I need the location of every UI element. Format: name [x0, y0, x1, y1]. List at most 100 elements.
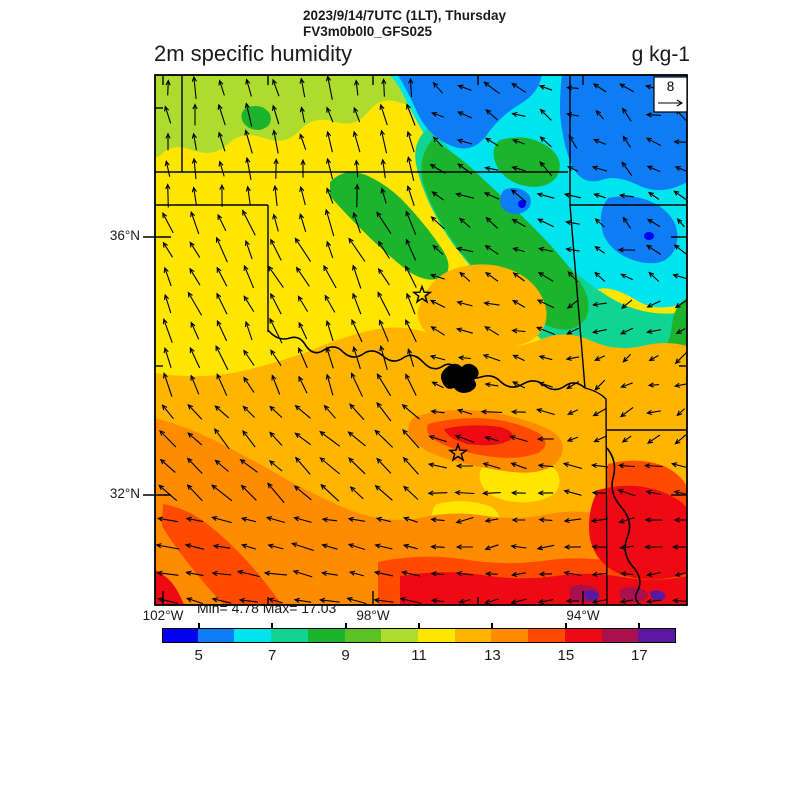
- wind-arrow: [619, 327, 634, 335]
- wind-arrow: [353, 106, 361, 123]
- wind-reference-box: 8: [653, 76, 688, 113]
- wind-arrow: [215, 344, 229, 371]
- wind-arrow: [403, 485, 419, 500]
- wind-arrow: [456, 380, 473, 390]
- wind-arrow: [211, 516, 232, 524]
- wind-arrow: [455, 570, 473, 577]
- wind-arrow: [484, 271, 499, 282]
- wind-arrow: [236, 569, 260, 578]
- wind-arrow: [323, 264, 337, 289]
- wind-arrow: [319, 597, 340, 603]
- wind-arrow: [161, 404, 174, 420]
- colorbar-segment: [528, 628, 566, 643]
- wind-arrow: [620, 382, 633, 389]
- wind-arrow: [217, 213, 227, 232]
- wind-arrow: [240, 516, 257, 523]
- wind-arrow: [483, 300, 500, 307]
- wind-arrow: [563, 517, 582, 524]
- wind-arrow: [454, 434, 475, 443]
- state-border: [569, 204, 586, 389]
- wind-arrow: [430, 598, 444, 604]
- wind-arrow: [399, 597, 422, 604]
- wind-arrow: [298, 321, 308, 340]
- wind-arrow: [184, 543, 205, 550]
- wind-arrow: [320, 483, 340, 502]
- wind-arrow: [321, 517, 338, 523]
- wind-arrow: [240, 484, 257, 501]
- wind-arrow: [645, 328, 661, 335]
- wind-arrow: [215, 236, 228, 263]
- wind-arrow: [483, 81, 501, 95]
- wind-arrow: [591, 571, 608, 577]
- wind-arrow: [457, 355, 471, 361]
- wind-arrow: [621, 161, 633, 177]
- wind-arrow: [325, 75, 333, 100]
- wind-arrow: [298, 375, 308, 394]
- wind-arrow: [673, 489, 687, 496]
- wind-arrow: [159, 458, 176, 473]
- field-blob: [417, 264, 547, 350]
- wind-arrow: [510, 543, 527, 550]
- wind-arrow: [380, 158, 386, 179]
- colorbar-segment: [491, 628, 530, 643]
- field-blob: [493, 137, 560, 187]
- wind-arrow: [400, 570, 420, 577]
- wind-arrow: [294, 237, 312, 262]
- wind-arrow: [165, 132, 171, 151]
- wind-arrow: [428, 435, 447, 443]
- wind-arrow: [240, 543, 256, 550]
- wind-arrow: [191, 75, 197, 100]
- wind-arrow: [618, 193, 634, 199]
- wind-arrow: [539, 160, 553, 177]
- colorbar-tick-label: 5: [194, 647, 203, 664]
- colorbar-tick-label: 7: [267, 647, 277, 664]
- field-blob: [518, 200, 526, 208]
- wind-arrow: [347, 457, 366, 475]
- wind-arrow: [674, 433, 687, 445]
- wind-arrow: [646, 244, 662, 256]
- wind-arrow: [159, 429, 177, 448]
- wind-arrow: [405, 318, 417, 343]
- wind-arrow: [674, 166, 687, 172]
- wind-arrow: [429, 299, 446, 308]
- wind-arrow: [324, 294, 336, 313]
- wind-arrow: [567, 271, 579, 283]
- wind-arrow: [565, 247, 580, 253]
- wind-arrow: [352, 264, 362, 289]
- wind-arrow: [674, 571, 687, 577]
- wind-arrow: [618, 517, 635, 524]
- wind-arrow: [165, 79, 171, 96]
- wind-arrow: [326, 240, 334, 259]
- wind-arrow: [163, 346, 172, 368]
- colorbar-tick-label: 11: [411, 647, 427, 664]
- wind-arrow: [406, 156, 415, 181]
- wind-arrow: [645, 489, 662, 496]
- wind-arrow: [352, 211, 361, 234]
- map-frame: [154, 74, 688, 606]
- wind-arrow: [595, 109, 605, 120]
- star-city-2: [447, 442, 469, 462]
- wind-arrow: [590, 462, 608, 469]
- wind-arrow: [162, 318, 173, 343]
- wind-arrow: [189, 267, 201, 286]
- wind-arrow: [376, 457, 392, 474]
- wind-arrow: [377, 267, 390, 286]
- wind-arrow: [270, 238, 282, 261]
- wind-arrow: [510, 409, 526, 415]
- wind-arrow: [484, 544, 499, 551]
- wind-arrow: [430, 544, 445, 550]
- wind-arrow: [186, 457, 203, 474]
- wind-arrow: [243, 349, 255, 366]
- lake-blob: [440, 363, 479, 394]
- wind-arrow: [621, 435, 632, 443]
- wind-arrow: [402, 429, 420, 449]
- wind-arrow: [191, 186, 197, 205]
- wind-arrow: [675, 328, 686, 335]
- wind-arrow: [454, 192, 474, 199]
- field-blob: [155, 75, 446, 158]
- wind-arrow: [536, 192, 555, 199]
- wind-arrow: [538, 381, 553, 388]
- wind-arrow: [381, 78, 387, 97]
- valid-time-label: 2023/9/14/7UTC (1LT), Thursday: [303, 8, 507, 23]
